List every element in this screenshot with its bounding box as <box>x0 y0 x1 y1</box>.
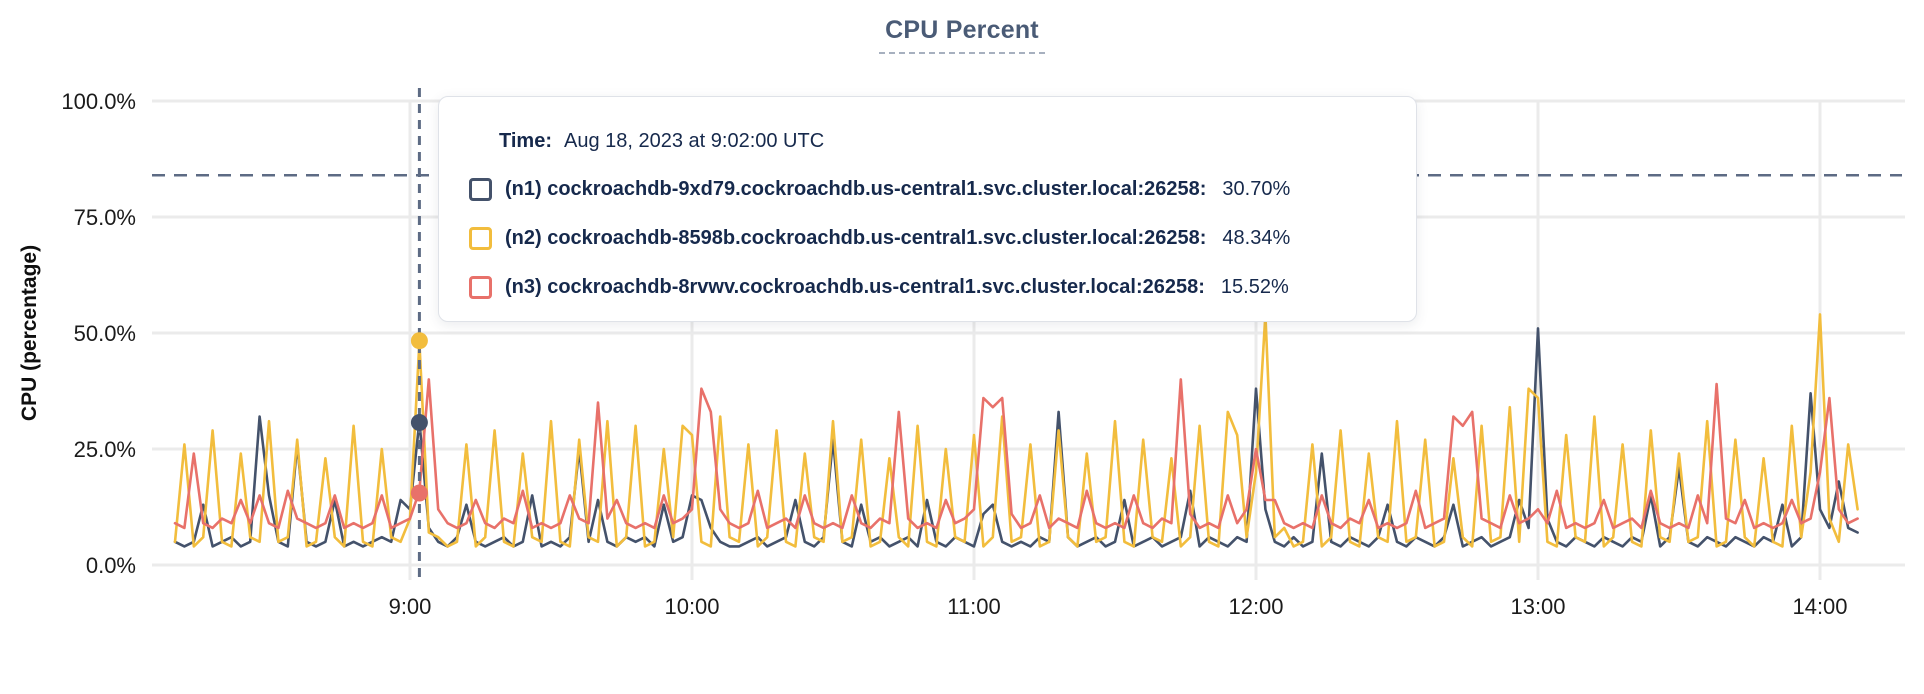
n3-series-swatch-icon <box>469 275 492 299</box>
n1-series-value: 30.70% <box>1222 177 1291 200</box>
x-tick-label: 9:00 <box>389 594 432 619</box>
n2-series-label: (n2) cockroachdb-8598b.cockroachdb.us-ce… <box>505 226 1207 249</box>
y-tick-label: 25.0% <box>74 437 136 462</box>
n2-series-value: 48.34% <box>1222 226 1291 249</box>
y-tick-label: 75.0% <box>74 205 136 230</box>
y-axis-title: CPU (percentage) <box>18 245 41 421</box>
hover-dot-n3 <box>410 484 428 502</box>
n3-series-label: (n3) cockroachdb-8rvwv.cockroachdb.us-ce… <box>505 275 1205 298</box>
n2-series-swatch-icon <box>469 226 492 250</box>
series-line-n2 <box>173 313 1859 548</box>
x-tick-label: 14:00 <box>1792 594 1847 619</box>
tooltip-series-row-n2: (n2) cockroachdb-8598b.cockroachdb.us-ce… <box>469 226 1392 250</box>
x-tick-label: 13:00 <box>1510 594 1565 619</box>
tooltip-series-row-n1: (n1) cockroachdb-9xd79.cockroachdb.us-ce… <box>469 177 1392 201</box>
tooltip-time-label: Time: <box>499 129 552 152</box>
x-tick-label: 11:00 <box>947 594 1000 619</box>
chart-title-wrap: CPU Percent <box>0 16 1924 54</box>
series-line-n3 <box>173 378 1859 530</box>
y-tick-label: 100.0% <box>61 89 136 114</box>
hover-dot-n1 <box>410 414 428 432</box>
chart-title: CPU Percent <box>879 16 1045 54</box>
hover-dot-n2 <box>410 332 428 350</box>
hover-tooltip: Time: Aug 18, 2023 at 9:02:00 UTC (n1) c… <box>438 96 1417 322</box>
n3-series-value: 15.52% <box>1220 275 1289 298</box>
n1-series-swatch-icon <box>469 177 492 201</box>
y-tick-label: 50.0% <box>74 321 136 346</box>
n1-series-label: (n1) cockroachdb-9xd79.cockroachdb.us-ce… <box>505 177 1207 200</box>
tooltip-time-value: Aug 18, 2023 at 9:02:00 UTC <box>563 129 825 152</box>
tooltip-time-row: Time: Aug 18, 2023 at 9:02:00 UTC <box>469 129 1392 152</box>
tooltip-series-row-n3: (n3) cockroachdb-8rvwv.cockroachdb.us-ce… <box>469 275 1392 299</box>
x-tick-label: 10:00 <box>664 594 719 619</box>
y-tick-label: 0.0% <box>86 553 136 578</box>
x-tick-label: 12:00 <box>1228 594 1283 619</box>
